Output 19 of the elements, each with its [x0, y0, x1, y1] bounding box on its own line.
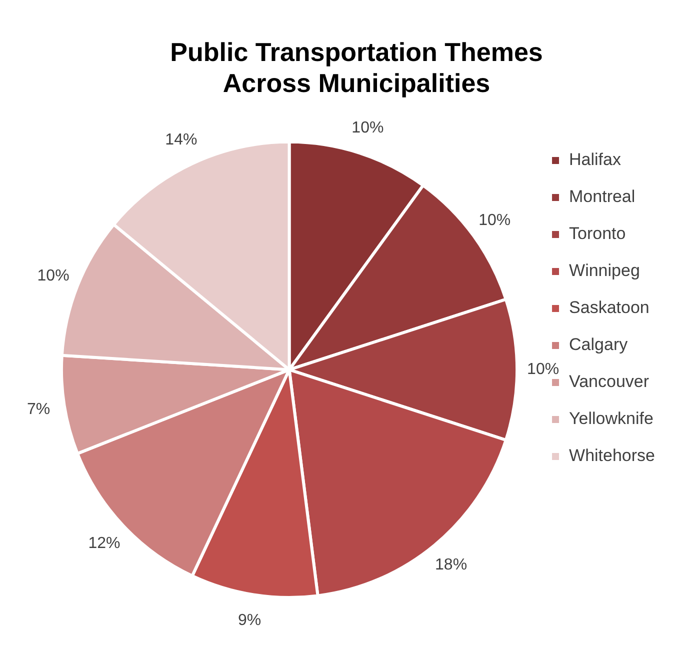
legend-label: Whitehorse	[569, 446, 656, 466]
legend-label: Vancouver	[569, 372, 650, 392]
legend-label: Yellowknife	[569, 409, 654, 428]
legend-label: Halifax	[569, 150, 622, 170]
data-label: 14%	[165, 131, 198, 148]
data-label: 12%	[88, 534, 120, 552]
data-label: 10%	[37, 268, 70, 285]
legend-label: Calgary	[569, 335, 628, 354]
data-label: 7%	[27, 400, 50, 418]
legend-label: Winnipeg	[569, 261, 640, 280]
data-label: 10%	[352, 120, 384, 137]
legend-label: Toronto	[569, 224, 626, 244]
data-label: 18%	[435, 556, 468, 574]
data-label: 10%	[478, 212, 511, 229]
legend-label: Saskatoon	[569, 298, 650, 318]
legend-label: Montreal	[569, 187, 636, 206]
data-label: 9%	[238, 612, 262, 629]
chart-title: Public Transportation Themes Across Municipalities	[170, 36, 543, 98]
data-label: 10%	[527, 361, 560, 378]
